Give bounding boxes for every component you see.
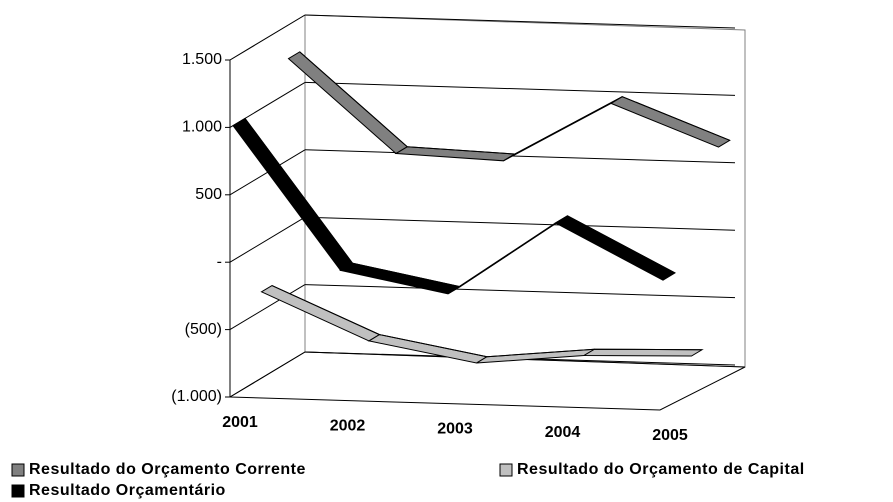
grid-line [229,351,306,398]
grid-line [304,81,736,96]
grid-line [304,284,736,299]
legend-swatch [11,484,25,498]
ribbon-face [609,96,731,148]
legend-label: Resultado do Orçamento de Capital [517,461,805,478]
series-line [271,285,703,358]
back-wall [304,14,746,368]
x-tick-label: 2001 [222,414,258,431]
ribbon-face [394,146,517,162]
y-tick-label: (1.000) [171,388,222,405]
ribbon-face [582,348,704,357]
ribbon-face [367,334,489,364]
y-tick-label: 1.500 [182,51,222,68]
grid-line [304,149,736,164]
ribbon-face [554,215,677,281]
series-line [299,51,730,155]
x-tick-label: 2003 [437,421,473,438]
series-line [244,118,676,288]
grid-line [304,14,736,29]
ribbon-face [260,284,381,342]
legend-label: Resultado do Orçamento Corrente [29,461,306,478]
y-tick-label: 1.000 [182,119,222,136]
y-tick-label: - [217,253,222,270]
legend-label: Resultado Orçamentário [29,482,226,499]
y-tick-label: (500) [185,321,222,338]
y-tick-label: 500 [195,186,222,203]
grid-line [304,216,736,231]
ribbon-face [232,117,354,272]
x-tick-label: 2002 [330,417,366,434]
grid-line [229,216,306,263]
grid-line [229,14,306,61]
ribbon-face [287,51,409,155]
legend-swatch [11,463,25,477]
x-tick-label: 2004 [545,424,581,441]
ribbon-face [339,262,462,295]
legend-swatch [499,463,513,477]
grid-line [229,284,306,331]
x-tick-label: 2005 [652,427,688,444]
